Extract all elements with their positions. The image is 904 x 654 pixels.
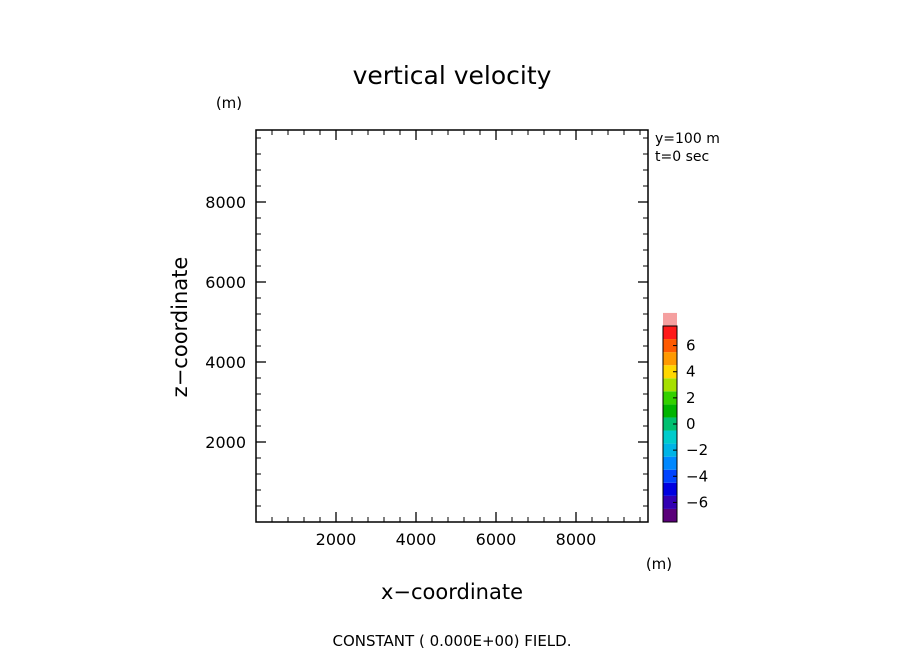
colorbar-tick-label: −4 <box>686 467 708 485</box>
colorbar: −6 −4 −2 0 2 4 6 <box>662 312 708 523</box>
y-axis: 2000 4000 6000 8000 <box>205 137 648 507</box>
colorbar-swatch <box>663 352 677 366</box>
y-unit-label: (m) <box>216 94 242 112</box>
colorbar-tick-label: 2 <box>686 389 696 407</box>
x-axis: 2000 4000 6000 8000 <box>271 130 641 549</box>
y-tick-label: 2000 <box>205 433 246 452</box>
colorbar-swatch <box>663 326 677 340</box>
colorbar-tick-label: 4 <box>686 363 696 381</box>
x-tick-label: 4000 <box>396 530 437 549</box>
chart-title: vertical velocity <box>353 61 552 90</box>
colorbar-swatch <box>663 482 677 496</box>
colorbar-swatch <box>663 495 677 509</box>
info-line-time: t=0 sec <box>655 149 709 165</box>
colorbar-tick-label: −6 <box>686 493 708 511</box>
colorbar-tick-label: 6 <box>686 337 696 355</box>
x-tick-label: 2000 <box>316 530 357 549</box>
colorbar-swatch <box>663 417 677 431</box>
colorbar-swatch <box>663 456 677 470</box>
colorbar-swatch <box>663 404 677 418</box>
colorbar-swatch <box>663 469 677 483</box>
colorbar-swatch <box>663 430 677 444</box>
info-line-location: y=100 m <box>655 131 720 147</box>
colorbar-swatch <box>663 312 677 326</box>
plot-frame <box>255 129 649 523</box>
plot-area <box>255 129 649 523</box>
x-tick-label: 6000 <box>476 530 517 549</box>
colorbar-tick-label: −2 <box>686 441 708 459</box>
colorbar-swatch <box>663 508 677 522</box>
x-unit-label: (m) <box>646 555 672 573</box>
y-tick-label: 6000 <box>205 273 246 292</box>
y-tick-label: 4000 <box>205 353 246 372</box>
x-axis-label: x−coordinate <box>381 580 523 604</box>
colorbar-swatch <box>663 378 677 392</box>
colorbar-tick-label: 0 <box>686 415 696 433</box>
colorbar-swatch <box>663 443 677 457</box>
colorbar-swatch <box>663 365 677 379</box>
colorbar-swatch <box>663 339 677 353</box>
x-tick-label: 8000 <box>556 530 597 549</box>
constant-field-note: CONSTANT ( 0.000E+00) FIELD. <box>333 632 572 650</box>
y-tick-label: 8000 <box>205 193 246 212</box>
y-axis-label: z−coordinate <box>168 257 192 398</box>
colorbar-swatch <box>663 391 677 405</box>
